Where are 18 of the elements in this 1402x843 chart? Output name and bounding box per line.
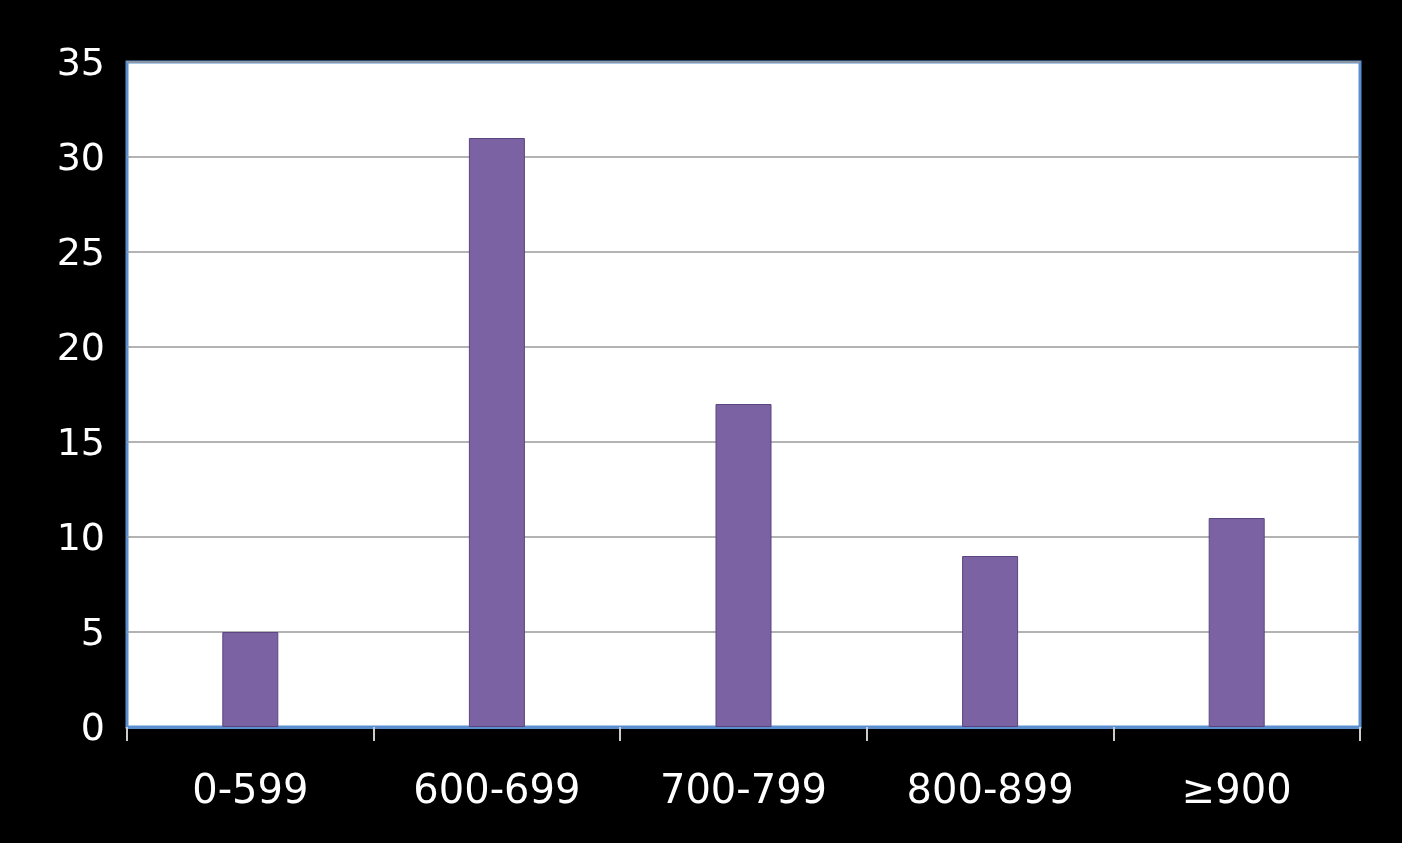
bar (468, 138, 525, 727)
y-tick-label: 25 (56, 230, 105, 274)
y-tick-label: 30 (56, 135, 105, 179)
x-tick-label: 800-899 (906, 766, 1074, 812)
x-tick-label: 600-699 (413, 766, 581, 812)
x-tick-label: ≥900 (1181, 766, 1292, 812)
y-tick-label: 20 (56, 325, 105, 369)
bar (1208, 518, 1265, 727)
x-tick-label: 700-799 (659, 766, 828, 812)
y-tick-label: 35 (56, 40, 105, 84)
bar (715, 404, 772, 727)
y-tick-label: 15 (56, 420, 105, 464)
x-tick-label: 0-599 (192, 766, 309, 812)
bar (222, 632, 279, 727)
bar (962, 556, 1019, 727)
y-tick-label: 5 (80, 610, 105, 654)
y-tick-label: 10 (56, 515, 105, 559)
y-tick-label: 0 (80, 705, 105, 749)
